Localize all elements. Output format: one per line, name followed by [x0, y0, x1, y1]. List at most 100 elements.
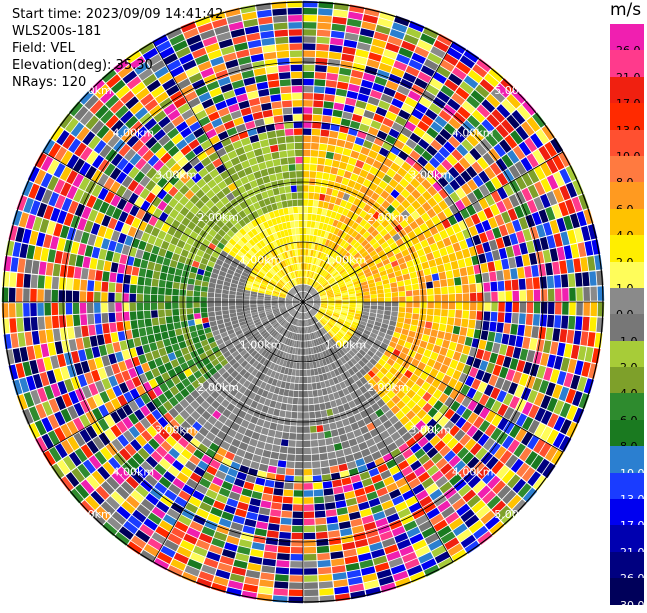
radar-gate — [130, 490, 145, 503]
radar-gate — [295, 294, 301, 300]
radar-gate — [285, 298, 293, 301]
radar-gate — [288, 390, 294, 397]
radar-gate — [412, 289, 420, 296]
radar-gate — [421, 261, 430, 270]
radar-gate — [161, 265, 169, 274]
radar-gate — [226, 587, 242, 597]
radar-gate — [172, 315, 180, 323]
radar-gate — [121, 129, 134, 143]
radar-gate — [297, 312, 301, 319]
radar-gate — [323, 201, 330, 209]
radar-gate — [514, 384, 525, 398]
radar-gate — [508, 257, 517, 269]
radar-gate — [144, 474, 158, 487]
radar-gate — [344, 555, 359, 565]
radar-gate — [57, 459, 71, 475]
radar-gate — [226, 192, 235, 202]
radar-gate — [318, 288, 325, 293]
radar-gate — [378, 358, 386, 367]
radar-gate — [339, 285, 347, 290]
radar-gate — [324, 286, 332, 291]
radar-gate — [299, 305, 302, 312]
radar-gate — [315, 323, 321, 330]
radar-gate — [406, 296, 413, 302]
radar-gate — [64, 378, 75, 393]
radar-gate — [303, 313, 305, 320]
radar-gate — [337, 206, 345, 214]
radar-gate — [238, 410, 247, 419]
radar-gate — [180, 388, 190, 398]
radar-gate — [134, 409, 145, 421]
radar-gate — [292, 302, 299, 304]
radar-gate — [184, 565, 200, 577]
radar-gate — [364, 382, 372, 391]
radar-gate — [43, 357, 53, 371]
radar-gate — [414, 242, 423, 251]
radar-gate — [112, 341, 121, 353]
radar-gate — [384, 292, 392, 298]
radar-gate — [443, 141, 456, 154]
radar-gate — [85, 165, 97, 180]
radar-gate — [397, 426, 408, 437]
radar-gate — [101, 313, 109, 324]
radar-gate — [437, 176, 449, 188]
radar-gate — [422, 459, 435, 471]
radar-gate — [235, 448, 246, 458]
radar-gate — [303, 149, 311, 157]
radar-gate — [334, 95, 346, 104]
radar-gate — [348, 311, 355, 316]
radar-gate — [278, 270, 284, 277]
radar-gate — [354, 207, 363, 216]
radar-gate — [136, 285, 144, 294]
radar-gate — [351, 249, 358, 257]
radar-gate — [311, 376, 316, 383]
radar-gate — [306, 303, 313, 306]
radar-gate — [200, 29, 216, 40]
radar-gate — [312, 317, 317, 324]
radar-gate — [228, 21, 244, 31]
radar-gate — [123, 430, 135, 443]
radar-gate — [541, 125, 555, 141]
radar-gate — [306, 227, 311, 235]
radar-gate — [355, 329, 363, 336]
radar-gate — [23, 392, 35, 408]
radar-gate — [122, 188, 133, 201]
radar-gate — [274, 313, 282, 318]
radar-gate — [221, 224, 230, 233]
radar-gate — [151, 278, 159, 287]
radar-gate — [287, 200, 293, 207]
radar-gate — [235, 268, 243, 275]
radar-gate — [185, 66, 200, 78]
radar-gate — [480, 263, 489, 273]
radar-gate — [519, 290, 527, 302]
radar-gate — [310, 433, 318, 440]
radar-gate — [313, 100, 324, 108]
radar-gate — [96, 125, 110, 139]
radar-gate — [481, 99, 496, 113]
radar-gate — [280, 278, 286, 285]
radar-gate — [282, 237, 287, 245]
radar-gate — [417, 436, 429, 448]
radar-gate — [200, 291, 208, 297]
radar-gate — [173, 96, 187, 109]
radar-gate — [283, 321, 289, 328]
radar-gate — [216, 319, 224, 325]
radar-gate — [394, 270, 402, 277]
radar-gate — [176, 239, 186, 249]
radar-gate — [190, 552, 205, 564]
radar-gate — [370, 192, 380, 201]
radar-gate — [234, 353, 242, 362]
radar-gate — [217, 354, 226, 363]
radar-gate — [323, 101, 334, 109]
radar-gate — [491, 302, 498, 312]
radar-gate — [550, 138, 564, 154]
radar-gate — [449, 389, 460, 400]
radar-gate — [257, 302, 264, 305]
radar-gate — [269, 354, 276, 362]
radar-gate — [431, 273, 440, 281]
radar-gate — [72, 173, 84, 188]
radar-gate — [312, 390, 318, 397]
radar-gate — [65, 290, 73, 302]
radar-gate — [389, 277, 397, 284]
radar-gate — [253, 318, 261, 324]
